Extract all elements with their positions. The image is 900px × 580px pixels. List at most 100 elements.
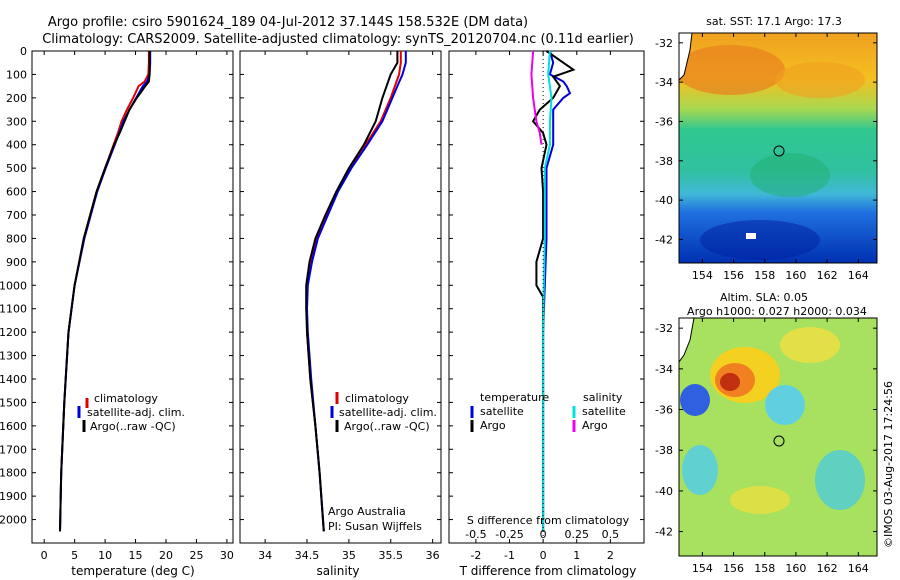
imos-credit: ©IMOS 03-Aug-2017 17:24:56 (882, 381, 895, 548)
lon-tick-label: 162 (817, 269, 838, 282)
lat-tick-label: -42 (655, 233, 673, 246)
depth-tick-label: 600 (6, 186, 27, 199)
argo-australia-note: Argo Australia (328, 505, 406, 518)
x-tick-label: 35.5 (379, 549, 404, 562)
lat-tick-label: -40 (655, 194, 673, 207)
sla-field (679, 318, 877, 556)
depth-tick-label: 700 (6, 209, 27, 222)
sla-low (680, 384, 710, 416)
sla-peak (720, 373, 740, 391)
series-line (305, 51, 399, 532)
x-tick-label: 34.5 (295, 549, 320, 562)
depth-tick-label: 1800 (0, 467, 27, 480)
lon-tick-label: 164 (848, 562, 869, 575)
legend-label-t-satellite: satellite (480, 405, 524, 418)
s-tick-label: 0 (540, 528, 547, 541)
x-tick-label: 5 (71, 549, 78, 562)
sst-argo-marker (773, 145, 785, 157)
lon-tick-label: 158 (754, 269, 775, 282)
legend-title-temperature: temperature (480, 391, 549, 404)
sst-map-frame (678, 32, 878, 264)
sla-map-frame (678, 317, 878, 557)
s-difference-label: S difference from climatology (467, 514, 630, 527)
lat-tick-label: -32 (655, 322, 673, 335)
salinity-legend: climatology satellite-adj. clim. Argo(..… (330, 392, 437, 433)
sst-cold-patch (700, 220, 820, 260)
legend-label-argo: Argo(..raw -QC) (344, 420, 430, 433)
sla-argo-marker (773, 435, 785, 447)
depth-tick-label: 800 (6, 232, 27, 245)
title-line-2: Climatology: CARS2009. Satellite-adjuste… (42, 32, 634, 47)
salinity-series (305, 51, 407, 532)
depth-tick-label: 1300 (0, 350, 27, 363)
depth-tick-label: 500 (6, 162, 27, 175)
x-tick-label: 36 (426, 549, 440, 562)
depth-tick-label: 2000 (0, 514, 27, 527)
difference-legend: temperature satellite Argo salinity sate… (470, 391, 626, 432)
sla-map-title-1: Altim. SLA: 0.05 (720, 291, 808, 304)
lat-tick-label: -34 (655, 363, 673, 376)
coastline (679, 33, 693, 81)
sla-map (679, 318, 877, 556)
coastline (679, 318, 695, 363)
lon-tick-label: 156 (723, 269, 744, 282)
sst-green-patch (750, 153, 830, 197)
lat-tick-label: -42 (655, 526, 673, 539)
depth-axis: 0 100 200 300 400 500 600 700 800 900 1000 1100 1200… (0, 45, 644, 527)
lon-tick-label: 158 (754, 562, 775, 575)
s-tick-label: 0.25 (565, 528, 590, 541)
x-tick-label: 30 (220, 549, 234, 562)
temperature-series (59, 51, 152, 532)
salinity-panel-frame (239, 50, 442, 544)
depth-tick-label: 900 (6, 256, 27, 269)
legend-label-s-satellite: satellite (582, 405, 626, 418)
temperature-panel-frame (31, 50, 234, 544)
sst-warm-patch (775, 62, 865, 98)
s-tick-label: -0.5 (465, 528, 486, 541)
depth-tick-label: 300 (6, 115, 27, 128)
difference-panel-frame (448, 50, 645, 544)
difference-series (530, 50, 576, 543)
sla-low-ring (765, 385, 805, 425)
depth-tick-label: 1600 (0, 420, 27, 433)
lon-tick-label: 154 (692, 562, 713, 575)
difference-x-label: T difference from climatology (459, 564, 637, 578)
x-tick-label: 1 (573, 549, 580, 562)
series-line (530, 50, 543, 145)
legend-label-argo: Argo(..raw -QC) (90, 420, 176, 433)
series-line (306, 51, 402, 532)
lat-tick-label: -32 (655, 37, 673, 50)
lat-tick-label: -38 (655, 444, 673, 457)
temperature-x-axis: 0 5 10 15 20 25 30 (41, 51, 234, 562)
x-tick-label: 10 (98, 549, 112, 562)
legend-label-climatology: climatology (94, 392, 158, 405)
depth-tick-label: 1700 (0, 443, 27, 456)
legend-label-t-argo: Argo (480, 419, 506, 432)
s-tick-label: 0.5 (602, 528, 620, 541)
lon-tick-label: 164 (848, 269, 869, 282)
lon-tick-label: 160 (785, 269, 806, 282)
x-tick-label: 2 (607, 549, 614, 562)
x-tick-label: 0 (41, 549, 48, 562)
depth-tick-label: 200 (6, 92, 27, 105)
sla-high-ring (730, 486, 790, 514)
sst-map-title: sat. SST: 17.1 Argo: 17.3 (706, 15, 842, 28)
depth-tick-label: 1000 (0, 279, 27, 292)
depth-tick-label: 1900 (0, 490, 27, 503)
x-tick-label: 25 (189, 549, 203, 562)
sla-map-axes: -32 -34 -36 -38 -40 -42 154 156 158 160 162 164 (655, 318, 877, 575)
lat-tick-label: -40 (655, 485, 673, 498)
sst-map-axes: -32 -34 -36 -38 -40 -42 154 156 158 160 162 164 (655, 33, 877, 282)
depth-tick-label: 1100 (0, 303, 27, 316)
x-tick-label: 20 (159, 549, 173, 562)
s-tick-label: -0.25 (495, 528, 523, 541)
x-tick-label: 15 (129, 549, 143, 562)
title-line-1: Argo profile: csiro 5901624_189 04-Jul-2… (48, 15, 528, 30)
legend-label-satellite: satellite-adj. clim. (339, 406, 437, 419)
sla-low-ring (815, 450, 865, 510)
lon-tick-label: 160 (785, 562, 806, 575)
sst-map (679, 33, 877, 263)
lat-tick-label: -36 (655, 115, 673, 128)
series-line (59, 51, 151, 532)
